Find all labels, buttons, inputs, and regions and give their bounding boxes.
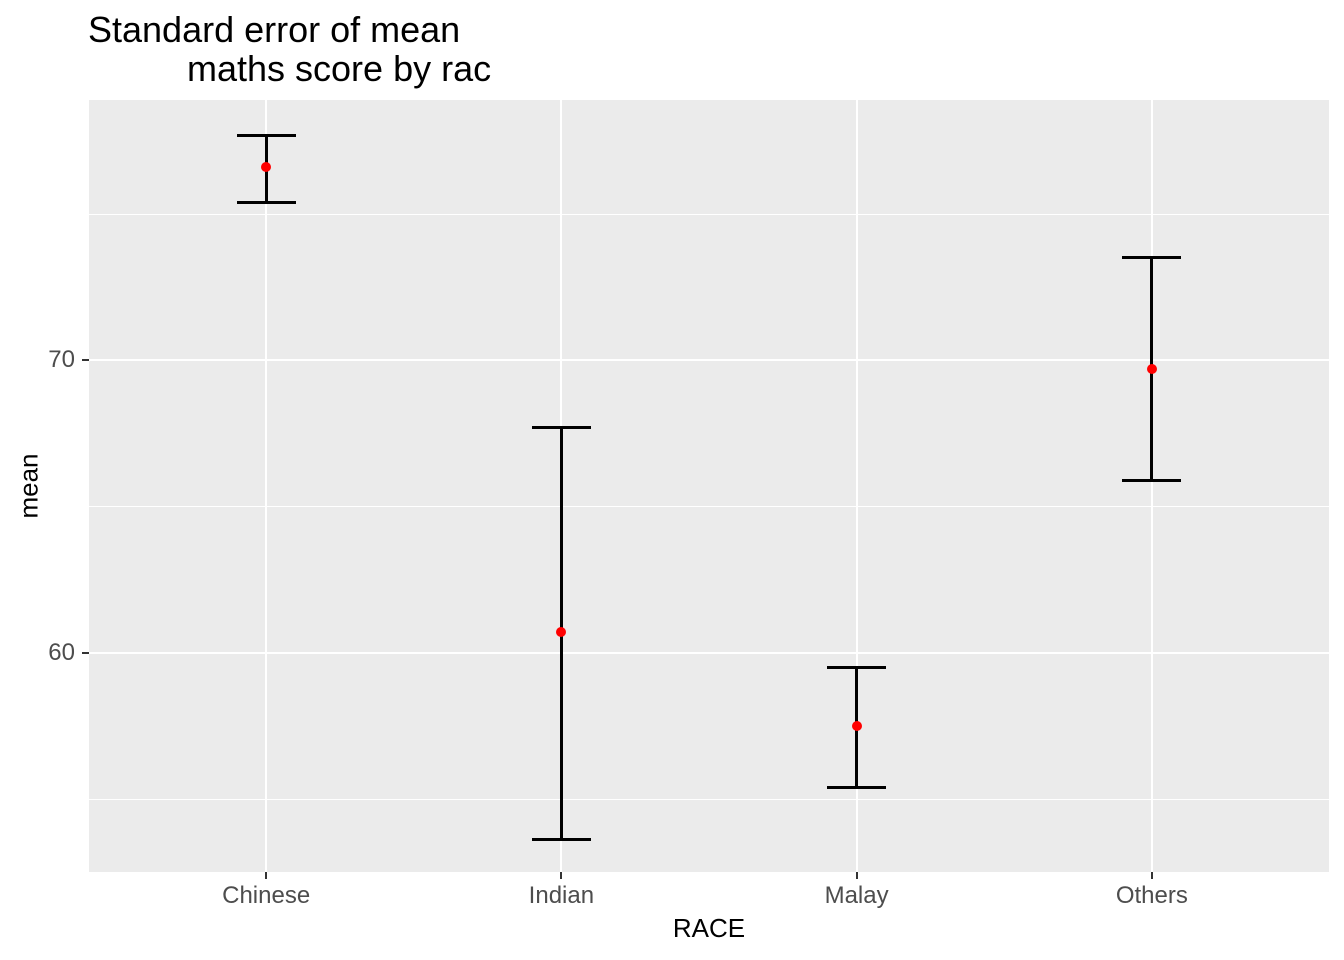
plot-title-line2: maths score by rac: [187, 48, 492, 89]
errorbar-cap-bottom: [827, 785, 887, 789]
x-tick-mark: [1150, 872, 1153, 879]
y-tick-mark: [82, 359, 89, 362]
y-gridline-minor: [89, 798, 1329, 800]
y-tick-label: 70: [48, 346, 75, 374]
errorbar-cap-bottom: [531, 838, 591, 842]
errorbar-cap-top: [1122, 256, 1182, 260]
x-tick-label: Indian: [528, 882, 595, 909]
y-gridline-major: [89, 359, 1329, 362]
x-tick-label: Chinese: [222, 882, 311, 909]
y-gridline-minor: [89, 506, 1329, 508]
x-gridline-major: [265, 100, 268, 872]
errorbar-cap-bottom: [1122, 478, 1182, 482]
mean-point: [851, 720, 862, 731]
y-axis-title: mean: [13, 453, 44, 519]
errorbar-cap-bottom: [236, 200, 296, 204]
errorbar-cap-top: [236, 133, 296, 137]
plot-title: Standard error of mean maths score by rac: [88, 10, 491, 88]
x-axis-title: RACE: [672, 913, 746, 943]
y-tick-mark: [82, 651, 89, 654]
x-tick-label: Malay: [824, 882, 889, 909]
y-tick-label: 60: [48, 638, 75, 666]
mean-point: [556, 627, 567, 638]
plot-panel: [89, 100, 1329, 872]
x-gridline-major: [855, 100, 858, 872]
errorbar-cap-top: [827, 665, 887, 669]
mean-point: [1146, 364, 1157, 375]
plot-title-line1: Standard error of mean: [88, 9, 461, 50]
x-tick-mark: [265, 872, 268, 879]
errorbar-cap-top: [531, 426, 591, 429]
mean-point: [261, 162, 272, 173]
x-tick-mark: [855, 872, 858, 879]
y-gridline-minor: [89, 214, 1329, 216]
x-gridline-major: [1150, 100, 1153, 872]
x-tick-mark: [560, 872, 563, 879]
x-tick-label: Others: [1115, 882, 1188, 909]
y-gridline-major: [89, 651, 1329, 654]
